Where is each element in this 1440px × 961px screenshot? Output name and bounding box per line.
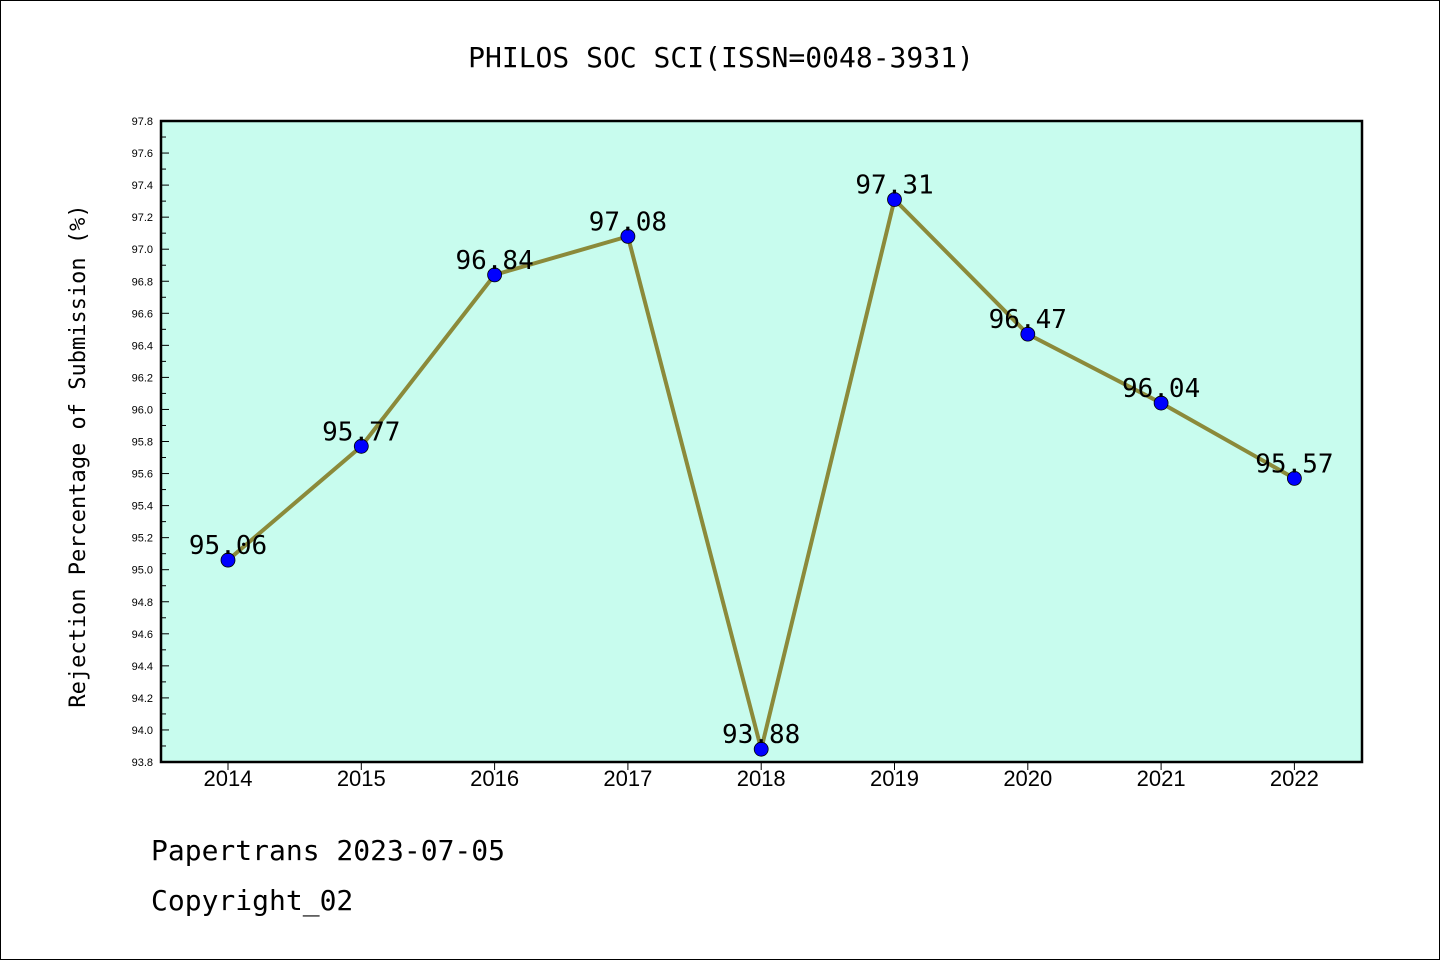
footer-copyright-text: Copyright_02 [151, 884, 354, 917]
data-label: 96.04 [1122, 374, 1200, 404]
data-point [220, 552, 236, 568]
y-tick-label: 96.2 [132, 372, 153, 384]
x-tick-label: 2018 [737, 766, 786, 791]
y-tick-label: 97.4 [132, 180, 153, 192]
data-label: 97.31 [855, 171, 933, 201]
data-point [1020, 326, 1036, 342]
data-point [887, 192, 902, 207]
y-axis: 93.8 94.0 94.2 94.4 94.6 94.8 95.0 95.2 95.4 95.6… [132, 116, 169, 769]
y-tick-label: 94.4 [132, 661, 153, 673]
y-tick-label: 95.2 [132, 533, 153, 545]
data-point [620, 228, 636, 244]
chart-title: PHILOS SOC SCI(ISSN=0048-3931) [468, 41, 974, 74]
y-tick-label: 95.4 [132, 501, 153, 513]
y-tick-label: 94.0 [132, 725, 153, 737]
x-tick-label: 2017 [603, 766, 652, 791]
data-label: 95.77 [322, 417, 400, 447]
data-label: 95.57 [1255, 449, 1333, 479]
y-tick-label: 96.8 [132, 276, 153, 288]
x-tick-label: 2015 [337, 766, 386, 791]
data-label: 96.47 [989, 305, 1067, 335]
y-tick-label: 97.6 [132, 148, 153, 160]
data-point [353, 438, 369, 454]
y-axis-label: Rejection Percentage of Submission (%) [66, 204, 91, 707]
x-axis: 2014 2015 2016 2017 2018 2019 2020 2021 2022 [204, 762, 1319, 791]
data-label: 97.08 [589, 207, 667, 237]
y-tick-label: 94.2 [132, 693, 153, 705]
y-tick-label: 93.8 [132, 757, 153, 769]
y-tick-label: 95.8 [132, 437, 153, 449]
data-label: 93.88 [722, 720, 800, 750]
y-tick-label: 95.0 [132, 565, 153, 577]
y-tick-label: 97.8 [132, 116, 153, 128]
x-tick-label: 2021 [1137, 766, 1186, 791]
data-point [1153, 395, 1169, 411]
x-tick-label: 2014 [204, 766, 253, 791]
data-label: 95.06 [189, 531, 267, 561]
x-tick-label: 2022 [1270, 766, 1319, 791]
data-labels-layer: 95.06 95.77 96.84 97.08 93.88 97.31 96.47 96.04… [189, 171, 1334, 751]
x-tick-label: 2020 [1003, 766, 1052, 791]
y-tick-label: 96.4 [132, 340, 153, 352]
data-point [1287, 470, 1302, 486]
data-point [753, 741, 769, 757]
data-label: 96.84 [455, 246, 533, 276]
footer-date-text: Papertrans 2023-07-05 [151, 834, 506, 867]
series-layer [220, 192, 1302, 757]
y-tick-label: 94.8 [132, 597, 153, 609]
y-tick-label: 94.6 [132, 629, 153, 641]
y-tick-label: 96.0 [132, 404, 153, 416]
x-tick-label: 2016 [470, 766, 519, 791]
y-tick-label: 96.6 [132, 308, 153, 320]
y-tick-label: 97.2 [132, 212, 153, 224]
y-tick-label: 95.6 [132, 469, 153, 481]
y-tick-label: 97.0 [132, 244, 153, 256]
x-tick-label: 2019 [870, 766, 919, 791]
data-point [487, 267, 503, 283]
